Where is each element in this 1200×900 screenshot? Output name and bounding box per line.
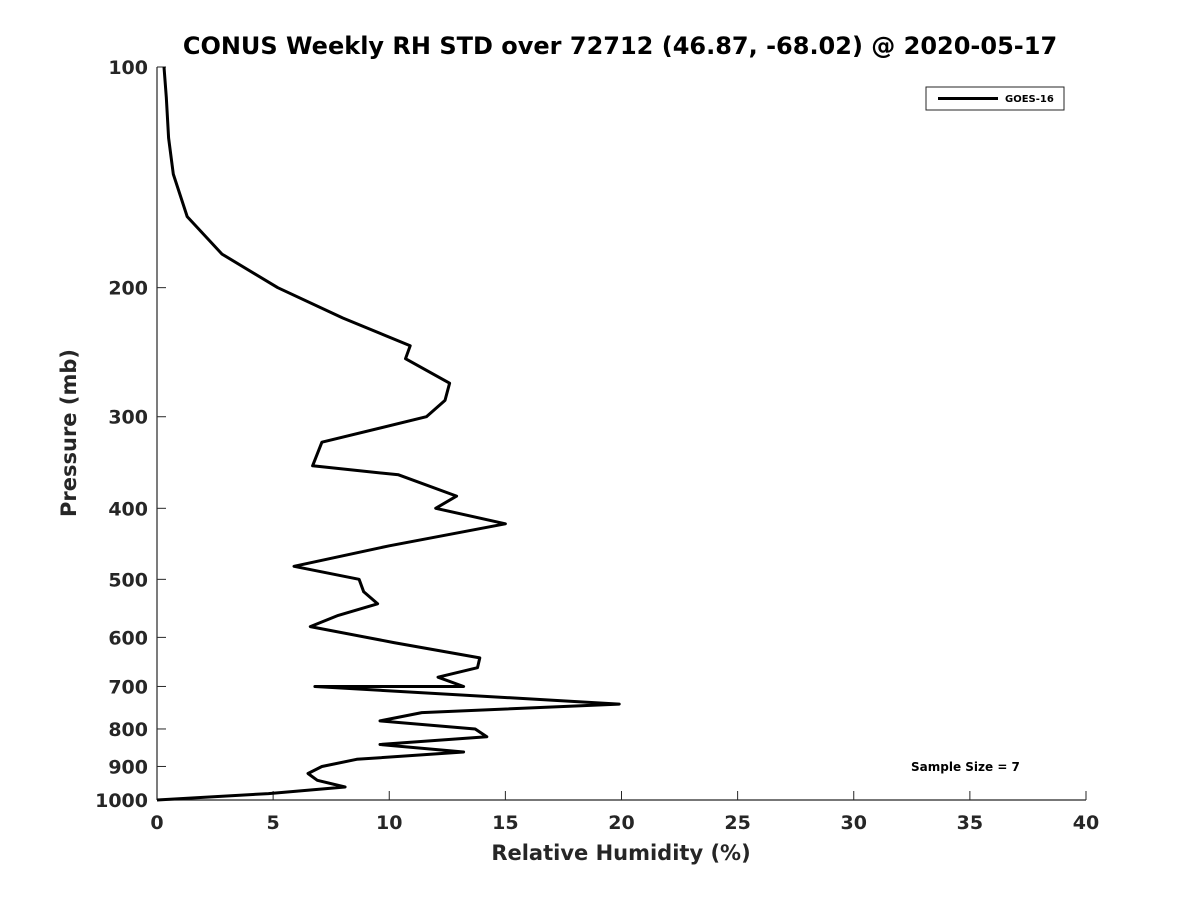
y-tick-label: 1000 (95, 790, 148, 812)
y-tick-label: 600 (108, 627, 148, 649)
y-ticks: 100 200 300 400 500 600 700 800 900 1000 (95, 57, 166, 812)
x-tick-label: 35 (957, 812, 983, 834)
legend: GOES-16 (925, 86, 1065, 111)
x-tick-label: 25 (724, 812, 750, 834)
y-tick-label: 800 (108, 719, 148, 741)
y-axis-label: Pressure (mb) (57, 349, 81, 517)
sample-size-annotation: Sample Size = 7 (911, 760, 1020, 774)
x-tick-label: 40 (1073, 812, 1099, 834)
y-tick-label: 200 (108, 278, 148, 300)
plot-area: 0 5 10 15 20 25 30 35 40 100 200 300 400 500 600 700 80… (95, 57, 1099, 834)
x-tick-label: 10 (376, 812, 402, 834)
y-tick-label: 100 (108, 57, 148, 79)
chart-title: CONUS Weekly RH STD over 72712 (46.87, -… (183, 32, 1057, 60)
y-tick-label: 700 (108, 676, 148, 698)
legend-label: GOES-16 (1005, 94, 1054, 105)
x-tick-label: 20 (608, 812, 634, 834)
x-ticks: 0 5 10 15 20 25 30 35 40 (150, 791, 1099, 834)
x-tick-label: 5 (267, 812, 280, 834)
y-tick-label: 500 (108, 569, 148, 591)
x-tick-label: 30 (841, 812, 867, 834)
series-line-goes16 (156, 66, 621, 802)
x-tick-label: 0 (150, 812, 163, 834)
y-tick-label: 300 (108, 407, 148, 429)
y-tick-label: 400 (108, 498, 148, 520)
x-axis-label: Relative Humidity (%) (491, 841, 750, 865)
y-tick-label: 900 (108, 756, 148, 778)
x-tick-label: 15 (492, 812, 518, 834)
